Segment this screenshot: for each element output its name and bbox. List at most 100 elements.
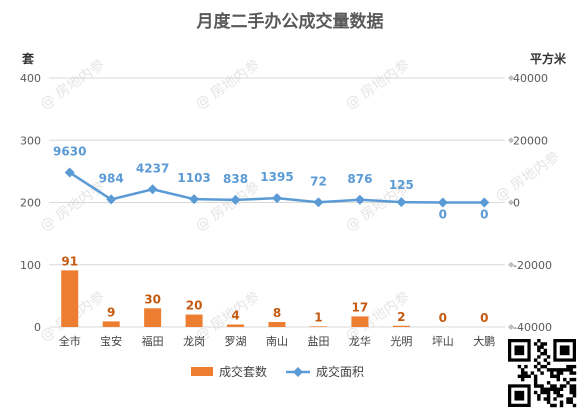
qr-module [559, 368, 564, 372]
line-data-label: 4237 [136, 161, 169, 175]
x-tick-label: 罗湖 [225, 335, 247, 348]
y-right-tick-label: 40000 [513, 72, 548, 85]
qr-module [533, 358, 538, 362]
qr-module [572, 377, 577, 382]
bar-data-label: 17 [352, 300, 369, 314]
line-data-label: 876 [347, 172, 372, 186]
chart-title: 月度二手办公成交量数据 [196, 11, 384, 32]
qr-module [540, 351, 544, 356]
line-data-label: 9630 [53, 145, 86, 159]
qr-module [556, 368, 561, 372]
qr-module [537, 361, 541, 366]
qr-module [572, 394, 577, 398]
qr-module [537, 339, 541, 343]
qr-finder-core [559, 345, 570, 356]
y-right-tick-mark [508, 324, 514, 330]
qr-module [533, 377, 538, 382]
qr-module [556, 377, 561, 382]
bar-data-label: 0 [480, 311, 488, 325]
y-left-tick-label: 300 [20, 134, 41, 147]
qr-module [569, 371, 573, 375]
bar-南山 [268, 322, 286, 327]
qr-module [546, 394, 551, 398]
qr-module [569, 400, 573, 404]
qr-module [533, 342, 538, 346]
qr-module [517, 364, 522, 369]
qr-module [540, 371, 544, 375]
line-point-盐田 [313, 197, 324, 208]
qr-module [517, 374, 522, 379]
y-right-tick-label: -20000 [513, 259, 552, 272]
bar-data-label: 8 [273, 306, 281, 320]
qr-module [537, 348, 541, 353]
qr-module [563, 377, 567, 382]
x-tick-label: 坪山 [432, 335, 454, 348]
qr-module [553, 387, 557, 392]
qr-module [550, 384, 554, 388]
x-tick-label: 盐田 [307, 335, 329, 348]
qr-module [569, 368, 573, 372]
qr-module [543, 387, 548, 392]
qr-module [520, 377, 525, 382]
qr-module [537, 345, 541, 349]
y-right-tick-mark [508, 137, 514, 144]
qr-module [566, 364, 570, 369]
qr-module [556, 390, 561, 395]
qr-module [540, 364, 544, 369]
qr-module [520, 374, 525, 379]
qr-module [566, 368, 570, 372]
x-tick-label: 宝安 [100, 334, 122, 348]
qr-module [546, 361, 551, 366]
bar-data-label: 4 [231, 309, 239, 323]
qr-module [569, 377, 573, 382]
qr-module [524, 371, 528, 375]
y-right-tick-label: 0 [513, 197, 520, 210]
qr-module [566, 381, 570, 385]
qr-module [520, 368, 525, 372]
qr-module [540, 387, 544, 392]
line-layer [64, 167, 490, 208]
bar-罗湖 [227, 324, 245, 327]
line-point-福田 [147, 184, 158, 195]
x-tick-label: 龙岗 [183, 335, 205, 348]
qr-module [572, 387, 577, 392]
qr-module [553, 384, 557, 388]
qr-module [572, 364, 577, 369]
qr-module [546, 368, 551, 372]
watermark-text: @ 房地内参 [342, 56, 413, 113]
watermark-text: @ 房地内参 [37, 178, 108, 235]
y-right-tick-mark [508, 75, 514, 81]
qr-module [566, 397, 570, 401]
bar-龙华 [351, 316, 369, 327]
x-tick-label: 福田 [142, 334, 164, 348]
line-point-南山 [272, 193, 282, 204]
qr-module [533, 384, 538, 388]
y-left-axis-label: 套 [21, 51, 35, 66]
qr-module [556, 374, 561, 379]
qr-module [527, 374, 531, 379]
line-data-label: 838 [223, 172, 248, 186]
qr-module [556, 387, 561, 392]
x-tick-label: 光明 [390, 334, 412, 348]
bar-data-label: 30 [144, 292, 161, 306]
line-data-label: 72 [310, 174, 327, 188]
qr-module [543, 390, 548, 395]
y-right-tick-mark [508, 261, 514, 268]
bar-福田 [144, 308, 162, 327]
line-data-label: 984 [99, 171, 124, 185]
qr-module [550, 368, 554, 372]
qr-module [543, 358, 548, 362]
legend-label-line: 成交面积 [316, 364, 364, 379]
qr-module [569, 397, 573, 401]
qr-module [546, 400, 551, 404]
qr-module [553, 374, 557, 379]
qr-module [543, 348, 548, 353]
qr-module [556, 371, 561, 375]
qr-module [569, 390, 573, 395]
qr-module [520, 371, 525, 375]
qr-module [543, 342, 548, 346]
bar-光明 [392, 325, 410, 327]
line-point-大鹏 [479, 197, 490, 208]
qr-module [533, 381, 538, 385]
qr-module [537, 397, 541, 401]
